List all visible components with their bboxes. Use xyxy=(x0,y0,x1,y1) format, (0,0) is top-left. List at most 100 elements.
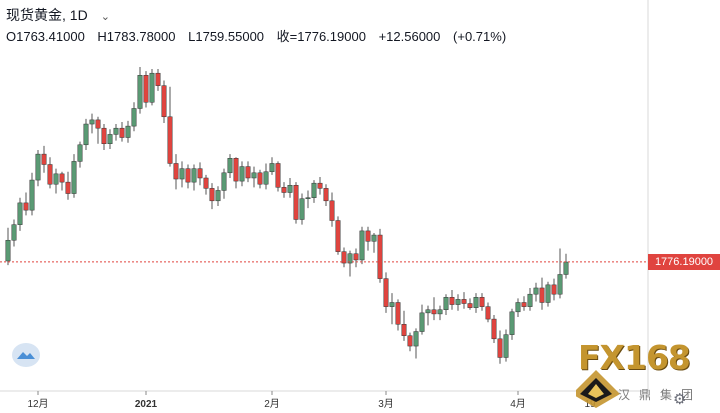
candle-body[interactable] xyxy=(527,293,533,307)
candle-body[interactable] xyxy=(233,158,239,182)
candle-body[interactable] xyxy=(407,335,413,347)
candle-body[interactable] xyxy=(335,220,341,252)
candle-body[interactable] xyxy=(533,287,539,295)
candle-body[interactable] xyxy=(167,116,173,164)
candle-body[interactable] xyxy=(59,173,65,183)
candle-body[interactable] xyxy=(5,239,11,262)
candle-body[interactable] xyxy=(443,297,449,310)
candle-body[interactable] xyxy=(515,302,521,313)
candle-body[interactable] xyxy=(227,158,233,174)
candle-body[interactable] xyxy=(149,72,155,103)
candle-body[interactable] xyxy=(89,119,95,125)
candle-body[interactable] xyxy=(425,309,431,314)
candle-body[interactable] xyxy=(209,188,215,202)
candle-body[interactable] xyxy=(95,119,101,129)
candle-body[interactable] xyxy=(179,168,185,180)
candle-body[interactable] xyxy=(353,253,359,261)
candle-body[interactable] xyxy=(29,179,35,211)
candle-body[interactable] xyxy=(401,324,407,336)
candle-body[interactable] xyxy=(281,187,287,193)
candle-body[interactable] xyxy=(437,309,443,315)
candle-body[interactable] xyxy=(431,309,437,315)
candle-body[interactable] xyxy=(191,168,197,183)
candle-body[interactable] xyxy=(131,108,137,127)
candle-body[interactable] xyxy=(119,127,125,138)
gear-icon[interactable]: ⚙ xyxy=(673,391,687,408)
candle-body[interactable] xyxy=(485,306,491,320)
candle-body[interactable] xyxy=(299,198,305,220)
candle-body[interactable] xyxy=(389,302,395,307)
candle-body[interactable] xyxy=(461,299,467,304)
candle-body[interactable] xyxy=(251,172,257,179)
candle-body[interactable] xyxy=(293,185,299,220)
candle-body[interactable] xyxy=(215,190,221,202)
candle-body[interactable] xyxy=(377,234,383,279)
candle-body[interactable] xyxy=(245,166,251,179)
candle-body[interactable] xyxy=(473,297,479,308)
candle-body[interactable] xyxy=(341,251,347,264)
candle-body[interactable] xyxy=(395,302,401,325)
candle-body[interactable] xyxy=(161,85,167,118)
candle-body[interactable] xyxy=(365,230,371,242)
candle-body[interactable] xyxy=(173,163,179,180)
candle-body[interactable] xyxy=(413,331,419,347)
candle-body[interactable] xyxy=(239,166,245,182)
candle-body[interactable] xyxy=(269,163,275,173)
candle-body[interactable] xyxy=(347,253,353,264)
symbol-title-row[interactable]: 现货黄金, 1D ⌄ xyxy=(6,5,119,25)
candle-body[interactable] xyxy=(221,172,227,191)
candle-body[interactable] xyxy=(11,224,17,241)
candle-body[interactable] xyxy=(83,123,89,146)
candle-body[interactable] xyxy=(491,318,497,340)
candle-body[interactable] xyxy=(203,177,209,189)
candle-body[interactable] xyxy=(257,172,263,185)
candle-body[interactable] xyxy=(113,127,119,135)
candle-body[interactable] xyxy=(47,164,53,185)
candle-body[interactable] xyxy=(455,299,461,305)
candle-body[interactable] xyxy=(419,312,425,332)
candle-body[interactable] xyxy=(539,287,545,303)
candle-body[interactable] xyxy=(371,234,377,242)
candle-body[interactable] xyxy=(521,302,527,307)
candle-body[interactable] xyxy=(323,188,329,202)
candle-body[interactable] xyxy=(449,297,455,305)
candle-body[interactable] xyxy=(107,134,113,145)
candle-body[interactable] xyxy=(545,284,551,303)
candle-body[interactable] xyxy=(65,181,71,194)
candle-body[interactable] xyxy=(287,185,293,193)
candle-body[interactable] xyxy=(143,75,149,103)
candle-body[interactable] xyxy=(137,75,143,109)
candle-body[interactable] xyxy=(125,125,131,138)
candle-body[interactable] xyxy=(155,72,161,86)
candle-body[interactable] xyxy=(305,197,311,199)
candle-body[interactable] xyxy=(53,173,59,185)
candle-body[interactable] xyxy=(551,284,557,295)
candle-body[interactable] xyxy=(563,261,569,275)
candle-body[interactable] xyxy=(317,182,323,189)
candle-body[interactable] xyxy=(185,168,191,183)
candle-body[interactable] xyxy=(557,274,563,295)
candle-body[interactable] xyxy=(383,278,389,307)
candle-body[interactable] xyxy=(263,171,269,185)
candle-body[interactable] xyxy=(359,230,365,261)
candle-body[interactable] xyxy=(497,338,503,358)
candle-body[interactable] xyxy=(197,168,203,179)
candle-body[interactable] xyxy=(503,334,509,358)
candle-body[interactable] xyxy=(35,153,41,181)
candle-body[interactable] xyxy=(17,202,23,225)
candle-body[interactable] xyxy=(479,297,485,307)
candle-body[interactable] xyxy=(467,303,473,308)
chevron-down-icon[interactable]: ⌄ xyxy=(100,11,110,23)
symbol-title[interactable]: 现货黄金, 1D xyxy=(6,7,88,23)
cloud-icon[interactable] xyxy=(12,343,40,367)
candle-body[interactable] xyxy=(101,127,107,144)
candle-body[interactable] xyxy=(71,161,77,194)
candle-body[interactable] xyxy=(41,153,47,165)
candle-body[interactable] xyxy=(275,163,281,188)
candle-body[interactable] xyxy=(23,202,29,211)
candle-body[interactable] xyxy=(329,200,335,221)
candle-body[interactable] xyxy=(311,182,317,198)
candle-body[interactable] xyxy=(77,144,83,162)
